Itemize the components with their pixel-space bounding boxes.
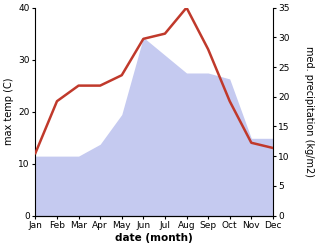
X-axis label: date (month): date (month) <box>115 233 193 243</box>
Y-axis label: med. precipitation (kg/m2): med. precipitation (kg/m2) <box>304 46 314 177</box>
Y-axis label: max temp (C): max temp (C) <box>4 78 14 145</box>
